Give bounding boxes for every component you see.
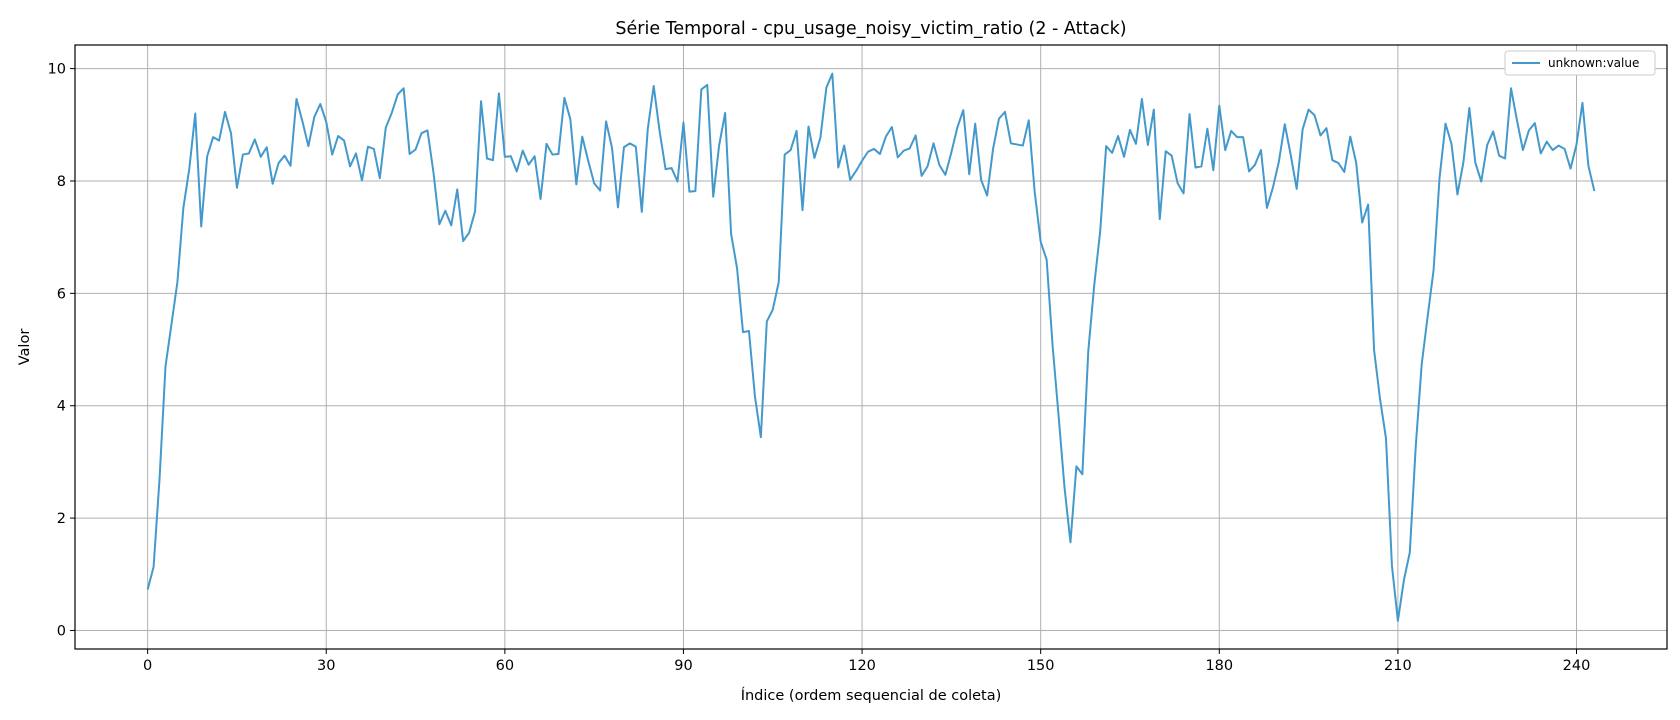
y-tick-label: 6: [57, 286, 66, 302]
x-tick-label: 90: [674, 658, 692, 674]
x-tick-label: 120: [848, 658, 876, 674]
chart-title: Série Temporal - cpu_usage_noisy_victim_…: [615, 19, 1126, 39]
y-tick-label: 2: [57, 511, 66, 527]
y-tick-label: 10: [48, 62, 66, 78]
x-tick-label: 30: [317, 658, 335, 674]
legend: unknown:value: [1504, 50, 1656, 76]
plot-area-frame: [74, 44, 1668, 650]
x-axis-ticks: 0 30 60 90 120 150 180 210 240: [143, 649, 1590, 674]
series-line: [146, 72, 1596, 622]
legend-box: [1504, 50, 1656, 76]
x-tick-label: 0: [143, 658, 152, 674]
y-tick-label: 4: [57, 399, 66, 415]
x-tick-label: 150: [1027, 658, 1055, 674]
grid-lines: [75, 45, 1667, 649]
series-layer: [146, 72, 1596, 622]
x-tick-label: 210: [1384, 658, 1412, 674]
y-tick-label: 0: [57, 623, 66, 639]
y-tick-label: 8: [57, 174, 66, 190]
x-tick-label: 240: [1563, 658, 1591, 674]
x-tick-label: 180: [1205, 658, 1233, 674]
legend-series-label: unknown:value: [1548, 56, 1639, 70]
x-tick-label: 60: [496, 658, 514, 674]
x-axis-label: Índice (ordem sequencial de coleta): [741, 687, 1002, 704]
y-axis-label: Valor: [17, 329, 33, 366]
y-axis-ticks: 0 2 4 6 8 10: [48, 62, 75, 639]
